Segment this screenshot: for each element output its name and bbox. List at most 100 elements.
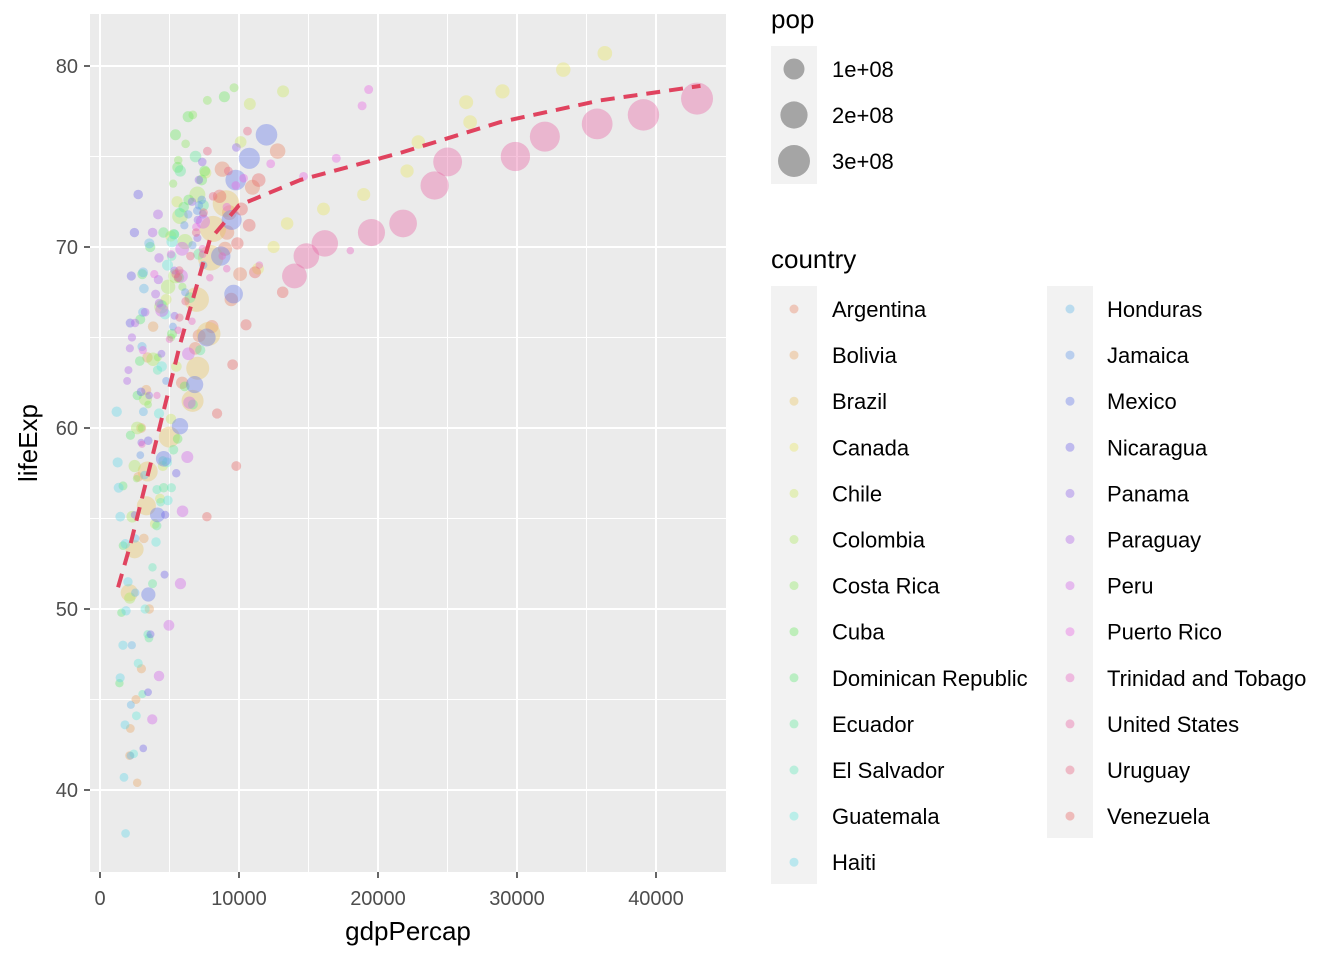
point-costa-rica — [132, 474, 141, 483]
point-peru — [174, 578, 187, 590]
y-tick-label: 50 — [56, 599, 78, 621]
point-guatemala — [153, 408, 165, 419]
point-guatemala — [159, 308, 171, 320]
point-peru — [182, 347, 195, 361]
point-mexico — [255, 123, 278, 146]
point-peru — [153, 670, 165, 682]
point-mexico — [150, 507, 165, 523]
color-legend-label: Venezuela — [1107, 804, 1211, 829]
point-ecuador — [144, 633, 154, 643]
point-canada — [252, 262, 264, 275]
point-argentina — [175, 376, 189, 389]
point-argentina — [244, 179, 260, 195]
point-puerto-rico — [364, 85, 374, 95]
point-dominican-republic — [125, 430, 136, 440]
color-legend-label: Canada — [832, 435, 910, 460]
point-peru — [181, 450, 194, 463]
point-venezuela — [251, 173, 266, 187]
point-trinidad-and-tobago — [138, 440, 146, 448]
point-dominican-republic — [117, 608, 126, 617]
color-legend-label: El Salvador — [832, 758, 945, 783]
point-bolivia — [141, 384, 152, 396]
point-trinidad-and-tobago — [165, 335, 174, 344]
point-canada — [495, 84, 510, 99]
y-axis-title: lifeExp — [13, 404, 43, 482]
point-colombia — [146, 352, 160, 366]
color-legend-key — [789, 765, 799, 775]
point-cuba — [172, 434, 183, 444]
point-ecuador — [168, 444, 179, 455]
point-honduras — [138, 407, 148, 417]
point-trinidad-and-tobago — [255, 261, 264, 269]
point-panama — [194, 175, 204, 185]
point-paraguay — [147, 227, 158, 238]
point-cuba — [166, 328, 178, 339]
point-brazil — [136, 496, 156, 516]
point-jamaica — [136, 451, 145, 460]
point-trinidad-and-tobago — [174, 326, 182, 335]
point-paraguay — [154, 253, 164, 263]
point-panama — [232, 143, 241, 152]
color-legend-key — [789, 396, 799, 406]
point-jamaica — [168, 322, 177, 331]
point-venezuela — [242, 218, 256, 232]
point-jamaica — [181, 288, 190, 297]
point-colombia — [189, 186, 206, 203]
point-chile — [157, 460, 168, 472]
point-dominican-republic — [135, 314, 146, 325]
point-bolivia — [136, 423, 147, 433]
color-legend-key — [789, 857, 799, 867]
point-ecuador — [193, 248, 205, 260]
point-brazil — [158, 426, 180, 448]
color-legend-key — [1065, 811, 1075, 821]
point-uruguay — [175, 313, 184, 322]
point-nicaragua — [161, 510, 170, 519]
color-legend-label: Uruguay — [1107, 758, 1190, 783]
point-cuba — [170, 129, 181, 141]
point-paraguay — [123, 376, 132, 385]
point-ecuador — [158, 483, 169, 493]
point-mexico — [224, 284, 243, 304]
point-canada — [400, 164, 414, 178]
point-costa-rica — [168, 179, 178, 188]
point-honduras — [139, 283, 149, 294]
point-mexico — [221, 209, 242, 230]
point-puerto-rico — [331, 153, 341, 163]
point-argentina — [205, 320, 219, 334]
point-nicaragua — [139, 744, 148, 753]
point-haiti — [121, 829, 130, 838]
point-puerto-rico — [222, 202, 232, 212]
point-canada — [280, 217, 294, 230]
point-cuba — [172, 161, 184, 173]
color-legend-label: Jamaica — [1107, 343, 1190, 368]
color-legend-label: Ecuador — [832, 712, 914, 737]
point-el-salvador — [174, 207, 185, 218]
size-legend-label: 3e+08 — [832, 149, 894, 174]
point-cuba — [199, 165, 211, 177]
point-haiti — [118, 640, 128, 650]
x-tick-label: 20000 — [350, 888, 406, 910]
point-paraguay — [127, 333, 137, 342]
color-legend-key — [1065, 442, 1075, 452]
point-peru — [176, 505, 189, 518]
color-legend-label: Honduras — [1107, 297, 1202, 322]
point-cuba — [196, 174, 208, 186]
point-haiti — [115, 511, 126, 522]
point-guatemala — [162, 457, 172, 468]
point-jamaica — [197, 195, 207, 205]
point-united-states — [627, 99, 660, 131]
point-panama — [193, 233, 202, 243]
point-jamaica — [180, 221, 189, 230]
smooth-line — [116, 83, 701, 588]
point-colombia — [160, 279, 176, 294]
point-panama — [137, 438, 145, 447]
point-brazil — [184, 287, 209, 312]
point-argentina — [192, 329, 206, 343]
color-legend-label: Costa Rica — [832, 574, 940, 599]
point-puerto-rico — [266, 159, 276, 169]
x-axis-title: gdpPercap — [345, 916, 471, 946]
color-legend-label: Guatemala — [832, 804, 940, 829]
point-costa-rica — [188, 110, 198, 120]
y-tick-label: 40 — [56, 780, 78, 802]
point-venezuela — [240, 319, 252, 331]
